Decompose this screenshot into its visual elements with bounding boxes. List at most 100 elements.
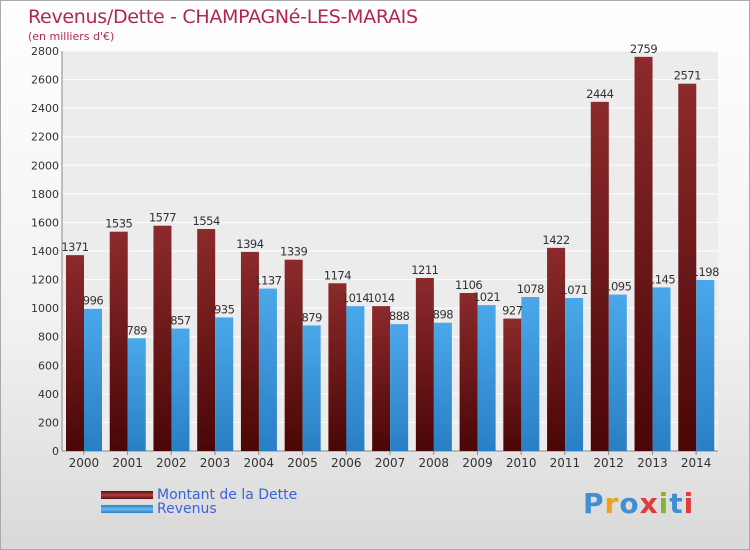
logo-letter: i — [683, 487, 695, 520]
bar-revenue — [258, 288, 277, 451]
logo-letter: r — [604, 487, 620, 520]
logo-letter: o — [619, 487, 640, 520]
x-tick-label: 2007 — [375, 456, 406, 470]
bar-revenue — [433, 322, 452, 451]
bar-revenue — [652, 287, 671, 451]
data-label-debt: 2444 — [586, 87, 613, 101]
proxiti-logo: Proxiti — [583, 487, 694, 520]
data-label-debt: 1211 — [411, 263, 438, 277]
data-label-debt: 2759 — [630, 42, 657, 56]
y-tick-label: 600 — [38, 359, 59, 372]
data-label-debt: 1174 — [324, 268, 351, 282]
bar-revenue — [521, 297, 540, 451]
y-tick-label: 0 — [52, 445, 59, 458]
bar-revenue — [302, 325, 321, 451]
y-tick-label: 1600 — [31, 216, 59, 229]
chart-title: Revenus/Dette - CHAMPAGNé-LES-MARAIS — [28, 6, 418, 28]
data-label-debt: 1577 — [149, 211, 176, 225]
logo-letter: x — [639, 487, 659, 520]
legend-swatch-revenue — [101, 505, 153, 513]
logo-letter: i — [658, 487, 670, 520]
y-tick-label: 1000 — [31, 302, 59, 315]
y-tick-label: 800 — [38, 331, 59, 344]
x-tick-label: 2001 — [112, 456, 143, 470]
bar-debt — [634, 56, 653, 451]
chart-subtitle: (en milliers d'€) — [28, 30, 115, 43]
data-label-debt: 1371 — [61, 240, 88, 254]
y-tick-label: 200 — [38, 416, 59, 429]
data-label-revenue: 857 — [170, 314, 191, 328]
x-tick-label: 2000 — [69, 456, 100, 470]
bar-revenue — [84, 308, 102, 451]
bar-revenue — [127, 338, 146, 451]
data-label-revenue: 1078 — [517, 282, 544, 296]
bar-debt — [459, 293, 478, 451]
data-label-debt: 1554 — [193, 214, 220, 228]
data-label-debt: 1014 — [367, 291, 394, 305]
y-tick-label: 1400 — [31, 245, 59, 258]
bar-debt — [153, 225, 172, 451]
y-tick-label: 1200 — [31, 274, 59, 287]
data-label-debt: 1535 — [105, 217, 132, 231]
data-label-revenue: 1014 — [342, 291, 369, 305]
x-tick-label: 2006 — [331, 456, 362, 470]
y-tick-label: 2200 — [31, 131, 59, 144]
bar-debt — [284, 259, 303, 451]
data-label-revenue: 1145 — [648, 272, 675, 286]
y-tick-label: 1800 — [31, 188, 59, 201]
data-label-revenue: 888 — [389, 309, 410, 323]
data-label-debt: 1394 — [236, 237, 263, 251]
bar-revenue — [565, 298, 584, 451]
y-tick-label: 2000 — [31, 159, 59, 172]
y-tick-label: 2400 — [31, 102, 59, 115]
x-tick-label: 2012 — [593, 456, 624, 470]
legend-label-debt: Montant de la Dette — [157, 487, 298, 503]
legend-item-revenue: Revenus — [101, 501, 217, 517]
data-label-revenue: 789 — [127, 323, 148, 337]
bar-revenue — [608, 294, 627, 451]
bar-debt — [109, 231, 128, 451]
data-label-revenue: 1071 — [560, 283, 587, 297]
data-label-revenue: 935 — [214, 302, 235, 316]
logo-letter: P — [583, 487, 605, 520]
y-tick-label: 400 — [38, 388, 59, 401]
x-tick-label: 2005 — [287, 456, 318, 470]
bar-revenue — [696, 279, 715, 451]
y-tick-label: 2600 — [31, 74, 59, 87]
legend-swatch-debt — [101, 491, 153, 499]
bar-debt — [415, 278, 434, 451]
bar-revenue — [477, 305, 496, 451]
data-label-revenue: 996 — [83, 294, 104, 308]
data-label-debt: 2571 — [674, 69, 701, 83]
bar-debt — [678, 83, 697, 451]
data-label-debt: 927 — [502, 304, 523, 318]
data-label-revenue: 898 — [433, 308, 454, 322]
bar-debt — [197, 229, 216, 451]
legend-item-debt: Montant de la Dette — [101, 487, 297, 503]
data-label-revenue: 1198 — [692, 265, 719, 279]
data-label-debt: 1422 — [542, 233, 569, 247]
bar-debt — [503, 318, 522, 451]
data-label-debt: 1339 — [280, 245, 307, 259]
data-label-revenue: 1095 — [604, 280, 631, 294]
data-label-revenue: 1021 — [473, 290, 500, 304]
x-tick-label: 2002 — [156, 456, 187, 470]
bar-revenue — [171, 328, 190, 451]
bar-debt — [66, 255, 84, 451]
x-tick-label: 2011 — [550, 456, 581, 470]
bar-revenue — [346, 306, 365, 451]
bar-debt — [590, 101, 609, 451]
legend-label-revenue: Revenus — [157, 501, 217, 517]
data-label-revenue: 1137 — [254, 274, 281, 288]
logo-letter: t — [669, 487, 684, 520]
data-label-debt: 1106 — [455, 278, 482, 292]
bar-revenue — [390, 324, 409, 451]
data-label-revenue: 879 — [301, 310, 322, 324]
y-tick-label: 2800 — [31, 45, 59, 58]
x-tick-label: 2008 — [418, 456, 449, 470]
x-tick-label: 2010 — [506, 456, 537, 470]
bar-debt — [328, 283, 347, 451]
x-tick-label: 2013 — [637, 456, 668, 470]
